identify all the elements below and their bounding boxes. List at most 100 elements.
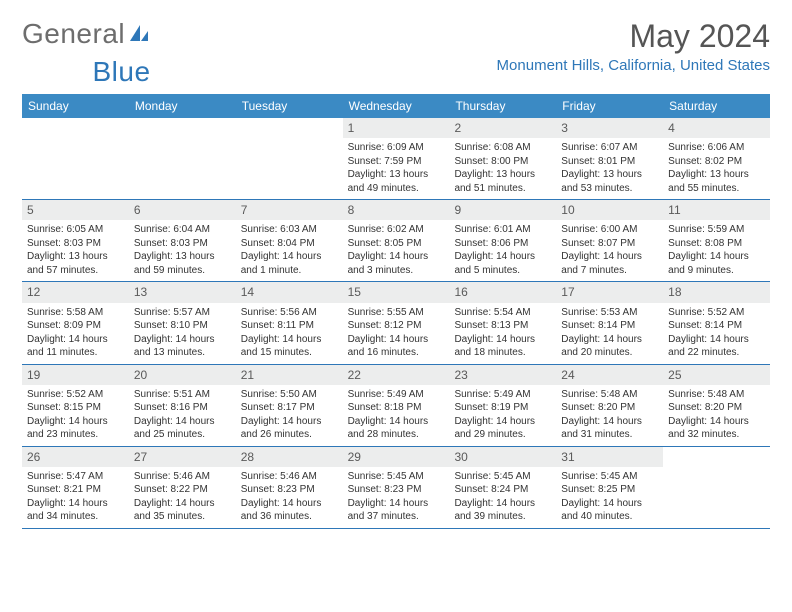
day-line-sr: Sunrise: 6:01 AM — [454, 223, 551, 237]
day-number: 27 — [129, 447, 236, 467]
day-number: 17 — [556, 282, 663, 302]
day-cell: 11Sunrise: 5:59 AMSunset: 8:08 PMDayligh… — [663, 200, 770, 281]
day-line-ss: Sunset: 8:17 PM — [241, 401, 338, 415]
day-number: 4 — [663, 118, 770, 138]
day-number: 3 — [556, 118, 663, 138]
day-cell: 31Sunrise: 5:45 AMSunset: 8:25 PMDayligh… — [556, 447, 663, 528]
week-row: 26Sunrise: 5:47 AMSunset: 8:21 PMDayligh… — [22, 447, 770, 529]
day-line-dl1: Daylight: 14 hours — [668, 250, 765, 264]
day-cell: 10Sunrise: 6:00 AMSunset: 8:07 PMDayligh… — [556, 200, 663, 281]
day-line-sr: Sunrise: 5:59 AM — [668, 223, 765, 237]
day-body: Sunrise: 5:55 AMSunset: 8:12 PMDaylight:… — [343, 303, 450, 364]
day-number: 5 — [22, 200, 129, 220]
day-line-ss: Sunset: 8:18 PM — [348, 401, 445, 415]
day-line-dl2: and 9 minutes. — [668, 264, 765, 278]
day-line-dl2: and 35 minutes. — [134, 510, 231, 524]
day-number: 26 — [22, 447, 129, 467]
day-line-dl1: Daylight: 14 hours — [348, 497, 445, 511]
day-line-sr: Sunrise: 5:51 AM — [134, 388, 231, 402]
day-number: 12 — [22, 282, 129, 302]
day-body: Sunrise: 6:04 AMSunset: 8:03 PMDaylight:… — [129, 220, 236, 281]
day-line-ss: Sunset: 8:14 PM — [668, 319, 765, 333]
day-line-sr: Sunrise: 5:48 AM — [668, 388, 765, 402]
day-number: 2 — [449, 118, 556, 138]
day-line-ss: Sunset: 8:11 PM — [241, 319, 338, 333]
day-line-ss: Sunset: 8:24 PM — [454, 483, 551, 497]
day-line-ss: Sunset: 8:08 PM — [668, 237, 765, 251]
day-body: Sunrise: 5:53 AMSunset: 8:14 PMDaylight:… — [556, 303, 663, 364]
day-line-sr: Sunrise: 6:04 AM — [134, 223, 231, 237]
day-line-dl1: Daylight: 13 hours — [134, 250, 231, 264]
day-body: Sunrise: 5:54 AMSunset: 8:13 PMDaylight:… — [449, 303, 556, 364]
day-line-dl2: and 40 minutes. — [561, 510, 658, 524]
day-number: 23 — [449, 365, 556, 385]
day-number: 7 — [236, 200, 343, 220]
day-line-sr: Sunrise: 5:46 AM — [241, 470, 338, 484]
day-line-dl2: and 59 minutes. — [134, 264, 231, 278]
day-line-dl2: and 7 minutes. — [561, 264, 658, 278]
day-line-dl1: Daylight: 14 hours — [241, 415, 338, 429]
day-line-sr: Sunrise: 5:49 AM — [454, 388, 551, 402]
day-cell: 5Sunrise: 6:05 AMSunset: 8:03 PMDaylight… — [22, 200, 129, 281]
day-line-dl2: and 1 minute. — [241, 264, 338, 278]
day-number: 24 — [556, 365, 663, 385]
day-cell — [663, 447, 770, 528]
day-cell: 2Sunrise: 6:08 AMSunset: 8:00 PMDaylight… — [449, 118, 556, 199]
day-cell: 1Sunrise: 6:09 AMSunset: 7:59 PMDaylight… — [343, 118, 450, 199]
day-cell: 20Sunrise: 5:51 AMSunset: 8:16 PMDayligh… — [129, 365, 236, 446]
day-line-dl1: Daylight: 14 hours — [561, 250, 658, 264]
day-line-ss: Sunset: 8:21 PM — [27, 483, 124, 497]
day-line-dl1: Daylight: 13 hours — [454, 168, 551, 182]
day-line-dl1: Daylight: 14 hours — [241, 497, 338, 511]
day-cell — [22, 118, 129, 199]
day-line-ss: Sunset: 8:19 PM — [454, 401, 551, 415]
day-body: Sunrise: 5:46 AMSunset: 8:23 PMDaylight:… — [236, 467, 343, 528]
day-number: 19 — [22, 365, 129, 385]
day-number: 31 — [556, 447, 663, 467]
day-number: 22 — [343, 365, 450, 385]
day-line-dl1: Daylight: 14 hours — [348, 250, 445, 264]
day-line-sr: Sunrise: 5:52 AM — [668, 306, 765, 320]
day-cell: 3Sunrise: 6:07 AMSunset: 8:01 PMDaylight… — [556, 118, 663, 199]
day-body: Sunrise: 5:51 AMSunset: 8:16 PMDaylight:… — [129, 385, 236, 446]
day-line-dl2: and 22 minutes. — [668, 346, 765, 360]
day-body: Sunrise: 5:52 AMSunset: 8:15 PMDaylight:… — [22, 385, 129, 446]
day-number: 14 — [236, 282, 343, 302]
day-cell: 19Sunrise: 5:52 AMSunset: 8:15 PMDayligh… — [22, 365, 129, 446]
day-number: 30 — [449, 447, 556, 467]
day-cell: 27Sunrise: 5:46 AMSunset: 8:22 PMDayligh… — [129, 447, 236, 528]
day-body: Sunrise: 5:47 AMSunset: 8:21 PMDaylight:… — [22, 467, 129, 528]
day-line-dl1: Daylight: 14 hours — [454, 415, 551, 429]
day-header-sunday: Sunday — [22, 94, 129, 118]
day-line-dl1: Daylight: 14 hours — [454, 333, 551, 347]
day-line-sr: Sunrise: 5:46 AM — [134, 470, 231, 484]
day-number: 8 — [343, 200, 450, 220]
day-body: Sunrise: 5:59 AMSunset: 8:08 PMDaylight:… — [663, 220, 770, 281]
day-line-dl2: and 11 minutes. — [27, 346, 124, 360]
day-line-sr: Sunrise: 5:55 AM — [348, 306, 445, 320]
day-line-dl1: Daylight: 14 hours — [134, 497, 231, 511]
brand-part2: Blue — [93, 56, 151, 88]
day-line-ss: Sunset: 7:59 PM — [348, 155, 445, 169]
day-line-sr: Sunrise: 5:45 AM — [561, 470, 658, 484]
day-body: Sunrise: 5:45 AMSunset: 8:25 PMDaylight:… — [556, 467, 663, 528]
day-number: 11 — [663, 200, 770, 220]
day-line-dl1: Daylight: 14 hours — [561, 415, 658, 429]
day-line-dl1: Daylight: 14 hours — [454, 497, 551, 511]
day-body: Sunrise: 5:45 AMSunset: 8:24 PMDaylight:… — [449, 467, 556, 528]
day-body: Sunrise: 6:03 AMSunset: 8:04 PMDaylight:… — [236, 220, 343, 281]
brand-logo: General — [22, 18, 150, 50]
day-body: Sunrise: 6:01 AMSunset: 8:06 PMDaylight:… — [449, 220, 556, 281]
day-body: Sunrise: 6:09 AMSunset: 7:59 PMDaylight:… — [343, 138, 450, 199]
day-cell: 21Sunrise: 5:50 AMSunset: 8:17 PMDayligh… — [236, 365, 343, 446]
day-cell: 25Sunrise: 5:48 AMSunset: 8:20 PMDayligh… — [663, 365, 770, 446]
week-row: 12Sunrise: 5:58 AMSunset: 8:09 PMDayligh… — [22, 282, 770, 364]
day-body: Sunrise: 6:07 AMSunset: 8:01 PMDaylight:… — [556, 138, 663, 199]
day-line-dl2: and 31 minutes. — [561, 428, 658, 442]
day-header-friday: Friday — [556, 94, 663, 118]
day-line-dl2: and 5 minutes. — [454, 264, 551, 278]
day-line-sr: Sunrise: 6:08 AM — [454, 141, 551, 155]
day-line-ss: Sunset: 8:07 PM — [561, 237, 658, 251]
day-body: Sunrise: 5:58 AMSunset: 8:09 PMDaylight:… — [22, 303, 129, 364]
day-line-ss: Sunset: 8:12 PM — [348, 319, 445, 333]
